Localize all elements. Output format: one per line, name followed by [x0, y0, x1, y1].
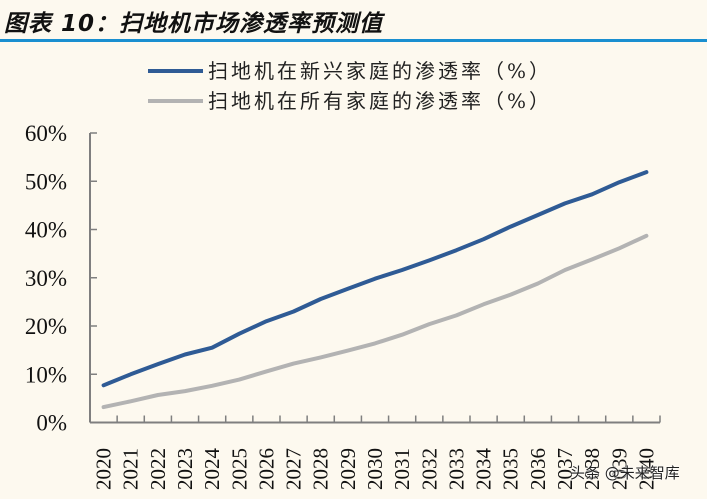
y-tick-label: 20% [25, 314, 67, 339]
legend: 扫地机在新兴家庭的渗透率（%） 扫地机在所有家庭的渗透率（%） [148, 59, 552, 113]
plot-area [101, 170, 649, 410]
x-tick-label: 2026 [254, 448, 278, 490]
x-tick-label: 2028 [309, 448, 333, 490]
x-tick-label: 2032 [417, 448, 441, 490]
x-tick-label: 2036 [526, 448, 550, 490]
x-tick-label: 2038 [580, 448, 604, 490]
x-tick-label: 2037 [553, 448, 577, 490]
x-tick-label: 2039 [607, 448, 631, 490]
y-tick-label: 40% [25, 218, 67, 243]
x-tick-label: 2034 [472, 448, 496, 491]
x-tick-label: 2020 [92, 448, 116, 490]
y-tick-label: 50% [25, 169, 67, 194]
x-tick-label: 2021 [119, 448, 143, 490]
x-tick-label: 2024 [200, 448, 224, 491]
y-tick-label: 60% [25, 121, 67, 146]
legend-label: 扫地机在新兴家庭的渗透率（%） [208, 59, 552, 83]
x-tick-label: 2022 [146, 448, 170, 490]
chart-title: 图表 10：扫地机市场渗透率预测值 [4, 11, 384, 37]
x-tick-label: 2027 [282, 448, 306, 490]
x-tick-label: 2040 [634, 448, 658, 490]
legend-label: 扫地机在所有家庭的渗透率（%） [208, 89, 552, 113]
x-axis: 2020 2021 2022 2023 2024 2025 2026 2027 2028 2029… [90, 415, 661, 491]
x-tick-label: 2035 [499, 448, 523, 490]
title-divider [0, 39, 707, 42]
y-tick-label: 10% [25, 362, 67, 387]
y-axis: 0% 10% 20% 30% 40% 50% 60% [25, 121, 97, 436]
x-tick-label: 2025 [227, 448, 251, 490]
x-tick-label: 2031 [390, 448, 414, 490]
series-line-emerging-households [101, 170, 649, 388]
x-tick-label: 2023 [173, 448, 197, 490]
x-tick-label: 2033 [444, 448, 468, 490]
series-line-all-households [101, 233, 649, 410]
y-tick-label: 0% [36, 411, 67, 436]
y-tick-label: 30% [25, 266, 67, 291]
x-tick-label: 2029 [336, 448, 360, 490]
watermark: 头条 @未来智库 [570, 464, 680, 482]
x-tick-label: 2030 [363, 448, 387, 490]
